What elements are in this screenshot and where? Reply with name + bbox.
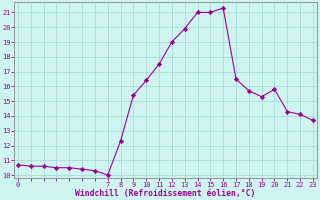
- X-axis label: Windchill (Refroidissement éolien,°C): Windchill (Refroidissement éolien,°C): [75, 189, 256, 198]
